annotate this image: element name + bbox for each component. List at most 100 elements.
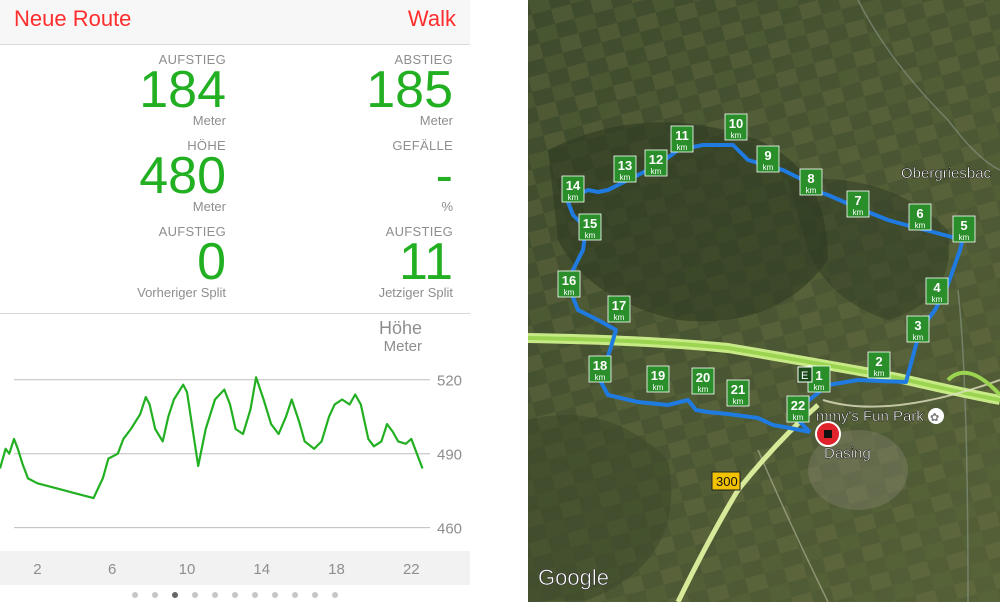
page-dot[interactable] <box>252 592 258 598</box>
page-dot[interactable] <box>332 592 338 598</box>
km-marker-badge <box>578 213 602 241</box>
km-marker-badge <box>644 149 668 177</box>
previous-split-stat: AUFSTIEG 0 Vorheriger Split <box>26 224 226 300</box>
stat-value: 184 <box>139 61 226 119</box>
km-unit-label: km <box>651 167 662 176</box>
ascent-stat: AUFSTIEG 184 Meter <box>26 52 226 128</box>
km-marker[interactable]: 6km <box>908 203 932 231</box>
km-marker-number: 10 <box>729 116 743 131</box>
page-dot[interactable] <box>312 592 318 598</box>
km-marker[interactable]: 3km <box>906 315 930 343</box>
elevation-chart: 520 490 460 2 6 10 14 18 22 <box>0 373 462 578</box>
km-marker-badge <box>613 155 637 183</box>
km-marker-badge <box>799 168 823 196</box>
panel-gap <box>470 0 528 602</box>
small-road <box>757 449 829 602</box>
km-marker[interactable]: 5km <box>952 215 976 243</box>
km-marker-number: 11 <box>675 128 689 143</box>
satellite-map[interactable]: 1km2km3km4km5km6km7km8km9km10km11km12km1… <box>528 0 1000 602</box>
stat-label: AUFSTIEG <box>158 224 226 239</box>
km-marker-number: 13 <box>618 158 632 173</box>
page-dot[interactable] <box>232 592 238 598</box>
km-marker-number: 6 <box>916 206 923 221</box>
km-marker-number: 15 <box>583 216 597 231</box>
km-marker-number: 8 <box>807 171 814 186</box>
km-marker-badge <box>557 270 581 298</box>
page-dot[interactable] <box>292 592 298 598</box>
map-view[interactable]: 1 km 2 km 3 km 4 km 5 km 6 km 7 km 8 km 9 km 10 km 11 km 12 km 1… <box>528 0 1000 602</box>
km-unit-label: km <box>853 208 864 217</box>
highway-ramp <box>946 370 1000 397</box>
km-unit-label: km <box>653 383 664 392</box>
km-unit-label: km <box>763 163 774 172</box>
x-tick-label: 6 <box>108 561 116 578</box>
km-marker[interactable]: 4km <box>925 277 949 305</box>
descent-stat: ABSTIEG 185 Meter <box>253 52 453 128</box>
km-marker[interactable]: 7km <box>846 190 870 218</box>
chart-title: Höhe <box>378 318 422 338</box>
amusement-park-icon[interactable] <box>928 408 944 424</box>
km-marker-badge <box>925 277 949 305</box>
km-marker[interactable]: 9km <box>756 145 780 173</box>
km-marker-badge <box>756 145 780 173</box>
chart-y-label: Meter <box>383 338 422 355</box>
highway-centerline <box>528 336 1000 402</box>
km-marker[interactable]: 2km <box>867 351 891 379</box>
stat-unit: Meter <box>192 199 226 214</box>
x-tick-label: 14 <box>253 561 270 578</box>
stream <box>857 0 1000 171</box>
x-axis-band <box>0 551 470 585</box>
activity-type-button[interactable]: Walk <box>407 6 456 31</box>
km-unit-label: km <box>915 221 926 230</box>
km-marker[interactable]: 1km <box>807 365 831 393</box>
km-marker-number: 18 <box>593 358 607 373</box>
stat-value: 185 <box>366 61 453 119</box>
stat-label: AUFSTIEG <box>158 52 226 67</box>
km-marker-badge <box>646 365 670 393</box>
stat-label: ABSTIEG <box>394 52 453 67</box>
new-route-button[interactable]: Neue Route <box>14 6 132 31</box>
page-dot[interactable] <box>272 592 278 598</box>
km-marker[interactable]: 8km <box>799 168 823 196</box>
amusement-park-icon-glyph: ✿ <box>930 412 939 424</box>
km-unit-label: km <box>595 373 606 382</box>
page-dot[interactable] <box>152 592 158 598</box>
y-tick-label: 490 <box>437 447 462 464</box>
km-unit-label: km <box>874 369 885 378</box>
page-dot[interactable] <box>132 592 138 598</box>
page-dot[interactable] <box>192 592 198 598</box>
page-indicator[interactable] <box>0 585 470 602</box>
road-shield <box>797 366 813 383</box>
km-marker-number: 9 <box>764 148 771 163</box>
stat-value: 11 <box>399 233 453 291</box>
km-marker-number: 5 <box>960 218 967 233</box>
km-marker-number: 21 <box>731 382 745 397</box>
divider <box>0 313 470 314</box>
forest-area <box>528 415 672 602</box>
km-marker-number: 16 <box>562 273 576 288</box>
km-unit-label: km <box>913 333 924 342</box>
x-tick-label: 22 <box>403 561 420 578</box>
place-label: mmy's Fun Park <box>816 408 924 425</box>
km-unit-label: km <box>959 233 970 242</box>
route-stats-panel: Neue Route Walk AUFSTIEG 184 Meter ABSTI… <box>0 0 470 602</box>
stop-icon <box>824 430 832 438</box>
km-marker-badge <box>846 190 870 218</box>
page-dot[interactable] <box>172 592 178 598</box>
page-dot[interactable] <box>212 592 218 598</box>
km-marker-number: 12 <box>649 152 663 167</box>
road-shield <box>711 471 741 491</box>
